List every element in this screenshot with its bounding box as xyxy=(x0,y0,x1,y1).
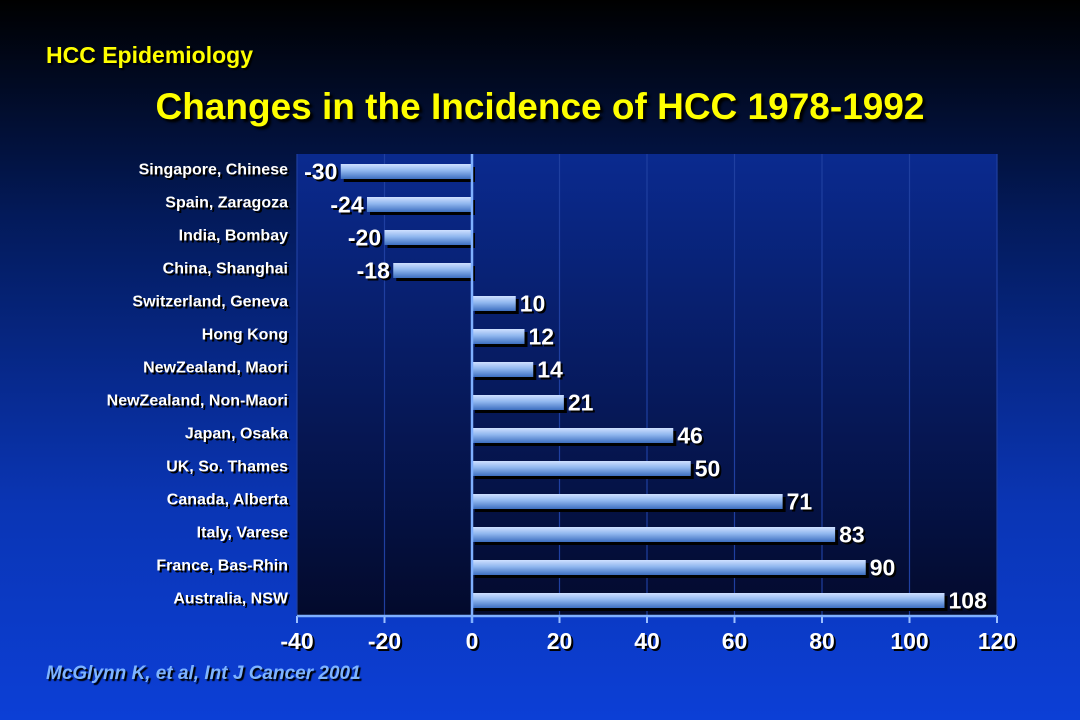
category-label: Hong Kong xyxy=(202,327,288,344)
x-tick-label: 100 xyxy=(890,628,928,654)
data-label-shadow: 90 xyxy=(872,557,898,583)
category-label: Italy, Varese xyxy=(197,525,288,542)
source-citation: McGlynn K, et al, Int J Cancer 2001 xyxy=(46,663,361,684)
axes xyxy=(296,154,998,623)
category-label-shadow: NewZealand, Non-Maori xyxy=(109,395,290,412)
data-label-shadow: 14 xyxy=(539,359,565,385)
category-label: Australia, NSW xyxy=(173,591,289,608)
data-label: 83 xyxy=(839,522,865,548)
category-label: UK, So. Thames xyxy=(166,459,288,476)
x-tick-label-shadow: 40 xyxy=(636,630,662,656)
category-label-shadow: Australia, NSW xyxy=(175,593,291,610)
category-label: NewZealand, Non-Maori xyxy=(107,393,288,410)
data-label-shadow: 50 xyxy=(697,458,723,484)
data-label-shadow: -20 xyxy=(350,227,383,253)
x-tick-label: 60 xyxy=(722,628,748,654)
data-label: 50 xyxy=(695,456,721,482)
bar xyxy=(472,461,691,476)
bar xyxy=(472,560,866,575)
category-label-shadow: Italy, Varese xyxy=(199,527,290,544)
x-tick-label: -20 xyxy=(368,628,401,654)
bar xyxy=(472,494,783,509)
bar xyxy=(384,230,472,245)
category-label: Singapore, Chinese xyxy=(139,162,288,179)
category-label-shadow: Switzerland, Geneva xyxy=(134,296,290,313)
slide-kicker: HCC Epidemiology xyxy=(46,42,254,68)
data-label-shadow: -24 xyxy=(332,194,365,220)
x-tick-label: -40 xyxy=(280,628,313,654)
x-tick-label: 120 xyxy=(978,628,1016,654)
x-tick-label: 40 xyxy=(634,628,660,654)
data-label: 21 xyxy=(568,390,594,416)
bar xyxy=(472,395,564,410)
data-label-shadow: 71 xyxy=(789,491,815,517)
x-tick-label-shadow: 100 xyxy=(892,630,930,656)
category-label: China, Shanghai xyxy=(163,261,288,278)
category-label: Canada, Alberta xyxy=(167,492,288,509)
category-label-shadow: Hong Kong xyxy=(204,329,290,346)
category-label-shadow: India, Bombay xyxy=(181,230,290,247)
x-tick-label-shadow: 60 xyxy=(724,630,750,656)
bar xyxy=(472,296,516,311)
data-label-shadow: -30 xyxy=(306,161,339,187)
data-label: 12 xyxy=(529,324,555,350)
bar xyxy=(393,263,472,278)
x-tick-label-shadow: 120 xyxy=(980,630,1018,656)
x-tick-label-shadow: 0 xyxy=(468,630,481,656)
data-label: -18 xyxy=(357,258,390,284)
x-tick-label-shadow: 20 xyxy=(549,630,575,656)
data-label: -30 xyxy=(304,159,337,185)
x-tick-label-shadow: -20 xyxy=(370,630,403,656)
category-label-shadow: Canada, Alberta xyxy=(169,494,290,511)
x-tick-label-shadow: 80 xyxy=(811,630,837,656)
data-label: 108 xyxy=(949,588,988,614)
x-tick-label: 0 xyxy=(466,628,479,654)
data-label: 14 xyxy=(537,357,563,383)
x-tick-label: 20 xyxy=(547,628,573,654)
data-label-shadow: 21 xyxy=(570,392,596,418)
x-tick-label: 80 xyxy=(809,628,835,654)
data-label: 10 xyxy=(520,291,546,317)
data-label: 46 xyxy=(677,423,703,449)
bar xyxy=(340,164,472,179)
category-label: NewZealand, Maori xyxy=(143,360,288,377)
category-label-shadow: UK, So. Thames xyxy=(168,461,290,478)
category-label: France, Bas-Rhin xyxy=(156,558,288,575)
data-label-shadow: 46 xyxy=(679,425,705,451)
x-tick-label-shadow: -40 xyxy=(282,630,315,656)
data-label: -24 xyxy=(330,192,363,218)
category-label: India, Bombay xyxy=(179,228,288,245)
category-label-shadow: France, Bas-Rhin xyxy=(158,560,290,577)
bar xyxy=(472,593,945,608)
bar xyxy=(472,527,836,542)
bar xyxy=(472,362,534,377)
data-label-shadow: 12 xyxy=(531,326,557,352)
bar xyxy=(472,329,525,344)
category-label: Japan, Osaka xyxy=(185,426,288,443)
data-label: 90 xyxy=(870,555,896,581)
bar xyxy=(367,197,472,212)
slide-title: Changes in the Incidence of HCC 1978-199… xyxy=(155,86,925,127)
category-label: Spain, Zaragoza xyxy=(165,195,288,212)
data-label: 71 xyxy=(787,489,813,515)
data-label-shadow: 83 xyxy=(841,524,867,550)
data-label-shadow: 10 xyxy=(522,293,548,319)
category-label-shadow: Japan, Osaka xyxy=(187,428,290,445)
data-label-shadow: 108 xyxy=(951,590,990,616)
data-label-shadow: -18 xyxy=(359,260,392,286)
category-label-shadow: Singapore, Chinese xyxy=(141,164,290,181)
category-label-shadow: China, Shanghai xyxy=(165,263,290,280)
category-label-shadow: Spain, Zaragoza xyxy=(167,197,290,214)
category-label: Switzerland, Geneva xyxy=(132,294,288,311)
bar xyxy=(472,428,674,443)
data-label: -20 xyxy=(348,225,381,251)
category-label-shadow: NewZealand, Maori xyxy=(145,362,290,379)
bars xyxy=(340,164,948,611)
